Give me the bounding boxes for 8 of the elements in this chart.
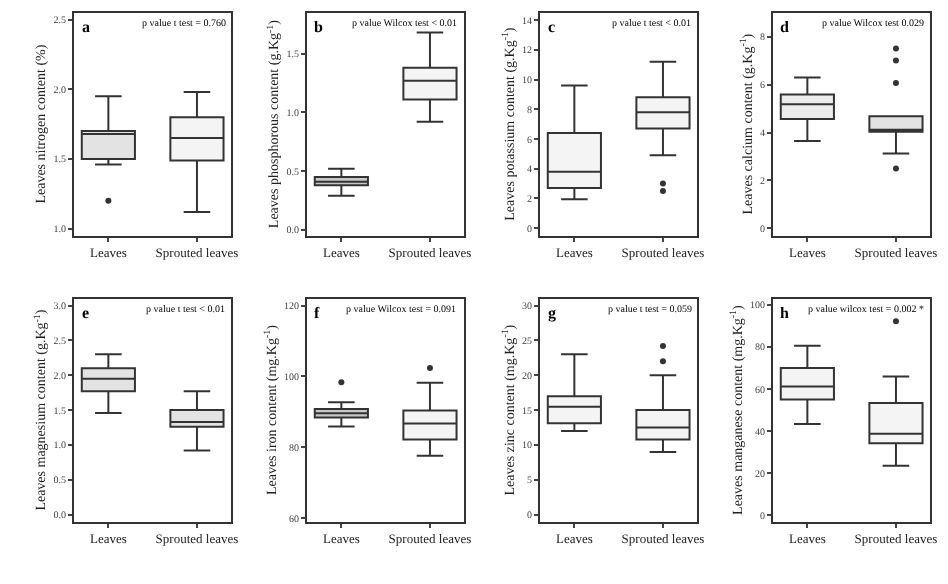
annotation: f <box>314 304 320 322</box>
annotation: h <box>780 304 790 322</box>
annotation: e <box>82 304 90 322</box>
annotation: c <box>548 18 556 36</box>
annotation: g <box>548 304 556 322</box>
annotation: b <box>314 18 324 36</box>
annotation: d <box>780 18 790 36</box>
annotation: a <box>82 18 90 36</box>
